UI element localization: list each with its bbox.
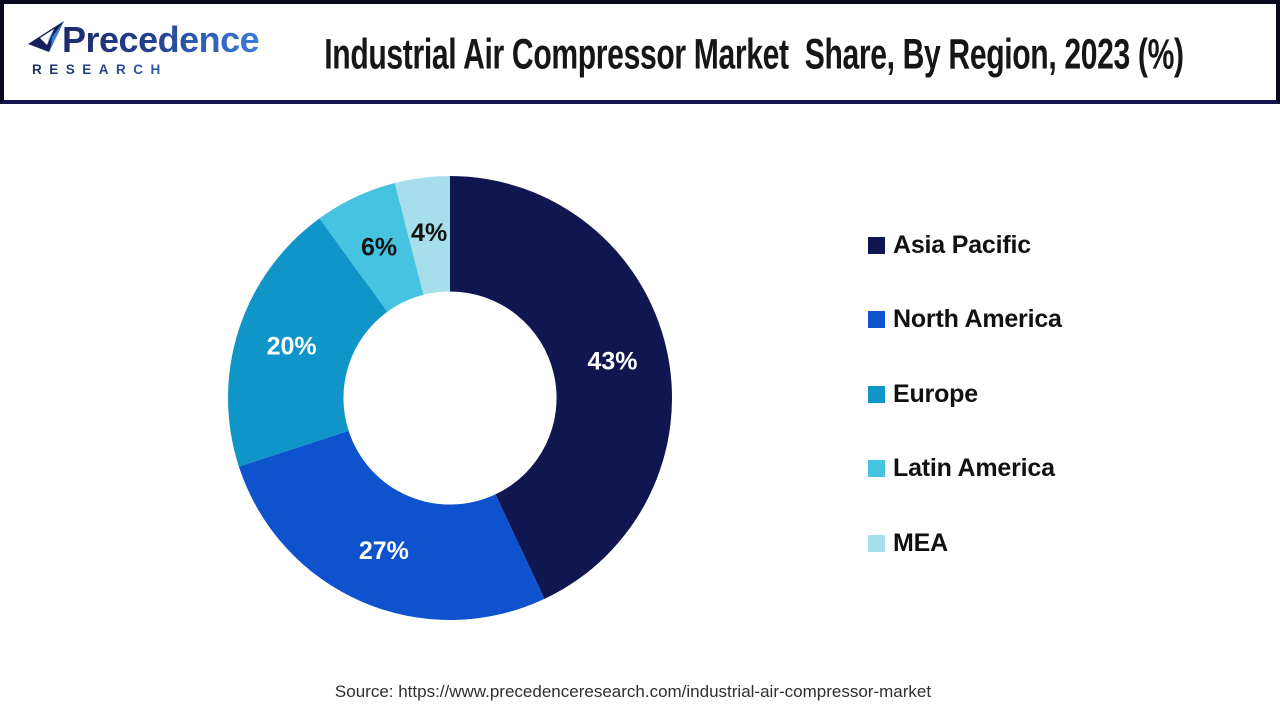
donut-chart-svg: 43% 27% 20% 6% 4%	[227, 176, 672, 620]
legend-swatch-north-america	[868, 311, 885, 328]
source-line: Source: https://www.precedenceresearch.c…	[334, 682, 932, 701]
donut-slice-north-america	[238, 430, 545, 620]
donut-slice-latin-america	[319, 182, 424, 312]
legend-swatch-asia-pacific	[868, 236, 885, 254]
slice-label-europe: 20%	[267, 333, 317, 361]
slice-label-latin-america: 6%	[361, 233, 397, 261]
legend-item-europe: Europe	[868, 379, 1062, 409]
legend-item-mea: MEA	[868, 528, 1062, 558]
legend-swatch-mea	[868, 534, 885, 552]
donut-slice-asia-pacific	[450, 176, 672, 599]
legend-label: Europe	[893, 379, 978, 408]
brand-name: Precedence	[62, 19, 260, 60]
brand-logo: Precedence RESEARCH	[26, 19, 260, 77]
legend-swatch-europe	[868, 385, 885, 403]
header-bar: Precedence RESEARCH Industrial Air Compr…	[0, 0, 1280, 104]
page-title: Industrial Air Compressor Market Share, …	[324, 30, 1184, 79]
legend-item-latin-america: Latin America	[868, 454, 1062, 484]
slice-label-mea: 4%	[411, 219, 447, 247]
legend-item-north-america: North America	[868, 305, 1062, 335]
legend-label: North America	[893, 305, 1062, 333]
legend-swatch-latin-america	[868, 460, 885, 477]
legend-label: Asia Pacific	[893, 230, 1031, 259]
legend-label: Latin America	[893, 454, 1055, 482]
slice-label-north-america: 27%	[359, 537, 409, 565]
donut-slice-europe	[227, 218, 388, 467]
slice-label-asia-pacific: 43%	[587, 348, 637, 376]
donut-slice-mea	[394, 176, 450, 295]
legend-item-asia-pacific: Asia Pacific	[868, 230, 1062, 260]
chart-legend: Asia Pacific North America Europe Latin …	[868, 230, 1062, 558]
brand-subtitle: RESEARCH	[26, 63, 259, 77]
paper-plane-icon	[28, 21, 64, 52]
donut-chart: 43% 27% 20% 6% 4%	[220, 168, 680, 628]
legend-label: MEA	[893, 528, 948, 557]
